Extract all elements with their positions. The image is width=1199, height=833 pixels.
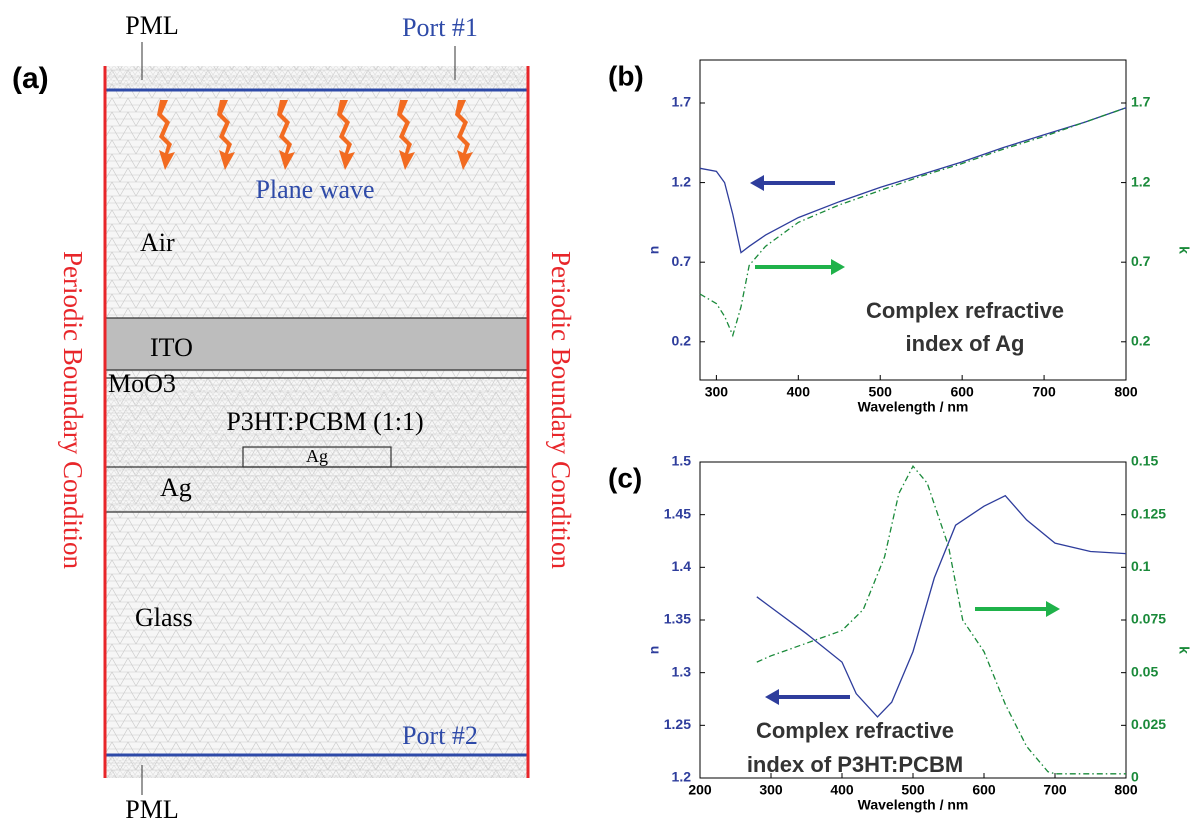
x-tick-label: 300: [705, 384, 729, 400]
label: Ag: [306, 446, 328, 466]
plot-frame: [699, 59, 1127, 381]
y-tick-label: 1.3: [672, 663, 692, 679]
arrow-head: [750, 175, 764, 191]
y2-tick-label: 1.2: [1131, 173, 1151, 189]
y-tick-label: 1.5: [672, 453, 692, 469]
label: P3HT:PCBM (1:1): [226, 407, 423, 436]
x-tick-label: 400: [830, 782, 854, 798]
y-tick-label: 1.35: [664, 611, 691, 627]
x-axis-label: Wavelength / nm: [858, 797, 969, 813]
x-tick-label: 400: [787, 384, 811, 400]
label: Plane wave: [255, 175, 374, 204]
x-tick-label: 800: [1114, 782, 1138, 798]
series-line: [699, 107, 1127, 254]
y2-axis-label: k: [1176, 646, 1192, 654]
annotation: Complex refractive: [756, 718, 954, 743]
y-tick-label: 1.2: [672, 769, 692, 785]
x-tick-label: 500: [901, 782, 925, 798]
label: Glass: [135, 603, 193, 632]
arrow-head: [765, 689, 779, 705]
arrow-head: [1046, 601, 1060, 617]
label: Port #1: [402, 13, 478, 42]
annotation: Complex refractive: [866, 298, 1064, 323]
arrow-head: [831, 259, 845, 275]
y-tick-label: 1.2: [672, 173, 692, 189]
y2-tick-label: 1.7: [1131, 94, 1151, 110]
label: Periodic Boundary Condition: [546, 251, 576, 569]
label: PML: [125, 795, 178, 824]
x-tick-label: 800: [1114, 384, 1138, 400]
series-line: [756, 465, 1126, 775]
label: Periodic Boundary Condition: [58, 251, 88, 569]
panel-label: (b): [608, 60, 644, 91]
y-tick-label: 1.25: [664, 716, 691, 732]
x-tick-label: 500: [869, 384, 893, 400]
series-line: [699, 107, 1127, 338]
panel-label: (c): [608, 462, 642, 493]
y-tick-label: 0.7: [672, 253, 692, 269]
label: Air: [140, 228, 175, 257]
label: Port #2: [402, 721, 478, 750]
x-tick-label: 300: [759, 782, 783, 798]
series-line: [756, 494, 1127, 718]
y2-tick-label: 0.2: [1131, 332, 1151, 348]
label: MoO3: [108, 369, 176, 398]
y-tick-label: 0.2: [672, 332, 692, 348]
label: ITO: [150, 333, 193, 362]
x-tick-label: 600: [972, 782, 996, 798]
y-tick-label: 1.4: [672, 558, 692, 574]
y-axis-label: n: [646, 246, 662, 255]
x-axis-label: Wavelength / nm: [858, 399, 969, 415]
x-tick-label: 700: [1043, 782, 1067, 798]
y2-tick-label: 0.05: [1131, 663, 1158, 679]
y2-tick-label: 0.15: [1131, 453, 1158, 469]
y2-axis-label: k: [1176, 246, 1192, 254]
annotation: index of Ag: [906, 331, 1025, 356]
active-layer: [105, 378, 528, 467]
ag-layer: [105, 467, 528, 512]
y-tick-label: 1.45: [664, 505, 691, 521]
y2-tick-label: 0.075: [1131, 611, 1166, 627]
y2-tick-label: 0.025: [1131, 716, 1166, 732]
annotation: index of P3HT:PCBM: [747, 752, 963, 777]
label: Ag: [160, 473, 192, 502]
y2-tick-label: 0.125: [1131, 505, 1166, 521]
device-diagram: (a) PML Port #1 Plane wave Air ITO MoO3 …: [12, 11, 576, 824]
pml-top: [105, 66, 528, 90]
ito-layer: [105, 318, 528, 370]
y-axis-label: n: [646, 646, 662, 655]
x-tick-label: 700: [1032, 384, 1056, 400]
y2-tick-label: 0.7: [1131, 253, 1151, 269]
layer-boundaries: [105, 317, 528, 513]
x-tick-label: 600: [950, 384, 974, 400]
y2-tick-label: 0: [1131, 769, 1139, 785]
panel-label: (a): [12, 62, 49, 95]
pml-bottom: [105, 755, 528, 778]
y-tick-label: 1.7: [672, 94, 692, 110]
x-tick-label: 200: [688, 782, 712, 798]
wave-arrows: [157, 100, 473, 170]
label: PML: [125, 11, 178, 40]
y2-tick-label: 0.1: [1131, 558, 1151, 574]
